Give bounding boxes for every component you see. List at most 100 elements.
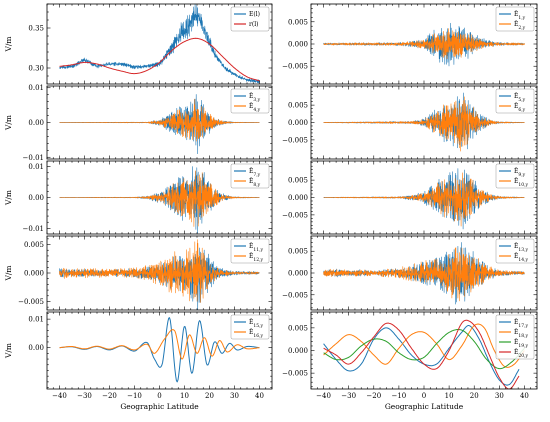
panel-p10: −40 −30 −20 −10 0 10 20 30 40 Geographic Latitude…	[282, 311, 538, 411]
legend-subscript: 8,y	[253, 182, 260, 188]
legend-subscript: 5,y	[518, 97, 525, 103]
panel-p1: 0.30 0.35 V/m E(l) r(l)	[4, 3, 273, 85]
series-line-3y	[59, 94, 260, 154]
legend: E(l) r(l)	[230, 6, 270, 32]
y-tick-label: 0.01	[28, 163, 44, 171]
x-tick-label: 20	[205, 392, 214, 400]
x-axis-label: Geographic Latitude	[120, 402, 199, 411]
legend-subscript: 20,y	[518, 353, 528, 359]
series-line-5y	[323, 92, 525, 150]
legend-label: Ê10,y	[514, 177, 529, 188]
y-tick-label: 0.005	[24, 241, 44, 249]
x-axis-label: Geographic Latitude	[385, 402, 464, 411]
plot-area	[323, 92, 525, 152]
series-line-rl	[59, 37, 260, 82]
y-axis-label: V/m	[4, 115, 13, 131]
legend-label: Ê1,y	[514, 10, 526, 21]
y-tick-label: 0.000	[288, 347, 308, 355]
series-line-7y	[59, 166, 260, 234]
legend-label: Ê13,y	[514, 242, 529, 253]
legend-subscript: 18,y	[518, 333, 528, 339]
plot-area	[323, 319, 525, 389]
plot-area	[59, 94, 260, 154]
x-tick-label: −20	[366, 392, 381, 400]
legend-label: Ê2,y	[514, 20, 526, 31]
legend-label: Ê6,y	[514, 102, 526, 113]
y-axis-label: V/m	[4, 36, 13, 52]
x-tick-label: 10	[180, 392, 189, 400]
series-line-14y	[323, 247, 525, 302]
series-line-16y	[59, 329, 260, 360]
panel-p9: −40 −30 −20 −10 0 10 20 30 40 Geographic Latitude…	[4, 311, 273, 411]
plot-area	[323, 168, 525, 230]
y-axis-label: V/m	[4, 265, 13, 281]
legend-label: Ê3,y	[249, 92, 261, 103]
legend-label: r(l)	[249, 21, 258, 28]
y-tick-label: 0.000	[288, 194, 308, 202]
legend-subscript: 6,y	[518, 107, 525, 113]
legend-box	[230, 163, 270, 189]
legend-label: Ê5,y	[514, 92, 526, 103]
y-tick-label: 0.005	[288, 324, 308, 332]
y-tick-label: −0.01	[23, 225, 44, 233]
x-tick-label: −40	[316, 392, 331, 400]
y-tick-label: 0.35	[28, 25, 44, 33]
x-tick-label: 30	[495, 392, 504, 400]
y-tick-label: 0.00	[28, 194, 44, 202]
legend-label: Ê4,y	[249, 102, 261, 113]
plot-area	[59, 166, 260, 234]
legend-box	[495, 314, 535, 360]
legend-subscript: 11,y	[253, 247, 263, 253]
legend-label: Ê16,y	[249, 328, 264, 339]
x-tick-label: 40	[255, 392, 264, 400]
y-tick-label: −0.005	[282, 370, 308, 378]
y-axis-label: V/m	[4, 343, 13, 359]
legend-subscript: 17,y	[518, 323, 528, 329]
legend-label: Ê7,y	[249, 167, 261, 178]
y-tick-label: −0.005	[18, 298, 44, 306]
x-tick-label: 10	[445, 392, 454, 400]
legend-label: Ê12,y	[249, 252, 264, 263]
plot-area	[59, 317, 260, 383]
series-line-el	[59, 4, 260, 84]
series-line-2y	[323, 28, 525, 60]
y-tick-label: 0.005	[288, 248, 308, 256]
legend-box	[495, 88, 535, 114]
legend: Ê1,yÊ2,y	[495, 6, 535, 32]
y-tick-label: 0.000	[288, 119, 308, 127]
plot-area	[59, 239, 260, 310]
y-tick-label: 0.01	[28, 316, 44, 324]
legend-subscript: 12,y	[253, 257, 263, 263]
x-tick-label: −30	[77, 392, 92, 400]
plot-area	[323, 242, 525, 305]
y-tick-label: −0.01	[23, 154, 44, 162]
series-line-12y	[59, 239, 260, 303]
legend: Ê3,yÊ4,y	[230, 88, 270, 114]
series-line-4y	[59, 98, 260, 142]
x-tick-label: −20	[102, 392, 117, 400]
y-tick-label: 0.005	[288, 177, 308, 185]
legend-label: Ê18,y	[514, 328, 529, 339]
legend-label: Ê11,y	[249, 242, 264, 253]
legend-label: Ê9,y	[514, 167, 526, 178]
y-tick-label: −0.005	[282, 136, 308, 144]
y-tick-label: 0.000	[288, 41, 308, 49]
x-tick-label: −10	[127, 392, 142, 400]
y-tick-label: 0.01	[28, 84, 44, 92]
legend-subscript: 19,y	[518, 343, 528, 349]
x-tick-label: 0	[157, 392, 161, 400]
series-line-10y	[323, 172, 525, 227]
legend-label: Ê20,y	[514, 348, 529, 359]
legend-subscript: 13,y	[518, 247, 528, 253]
legend-label: Ê19,y	[514, 338, 529, 349]
legend-label: Ê14,y	[514, 252, 529, 263]
x-tick-label: 0	[422, 392, 426, 400]
legend-subscript: 15,y	[253, 323, 263, 329]
